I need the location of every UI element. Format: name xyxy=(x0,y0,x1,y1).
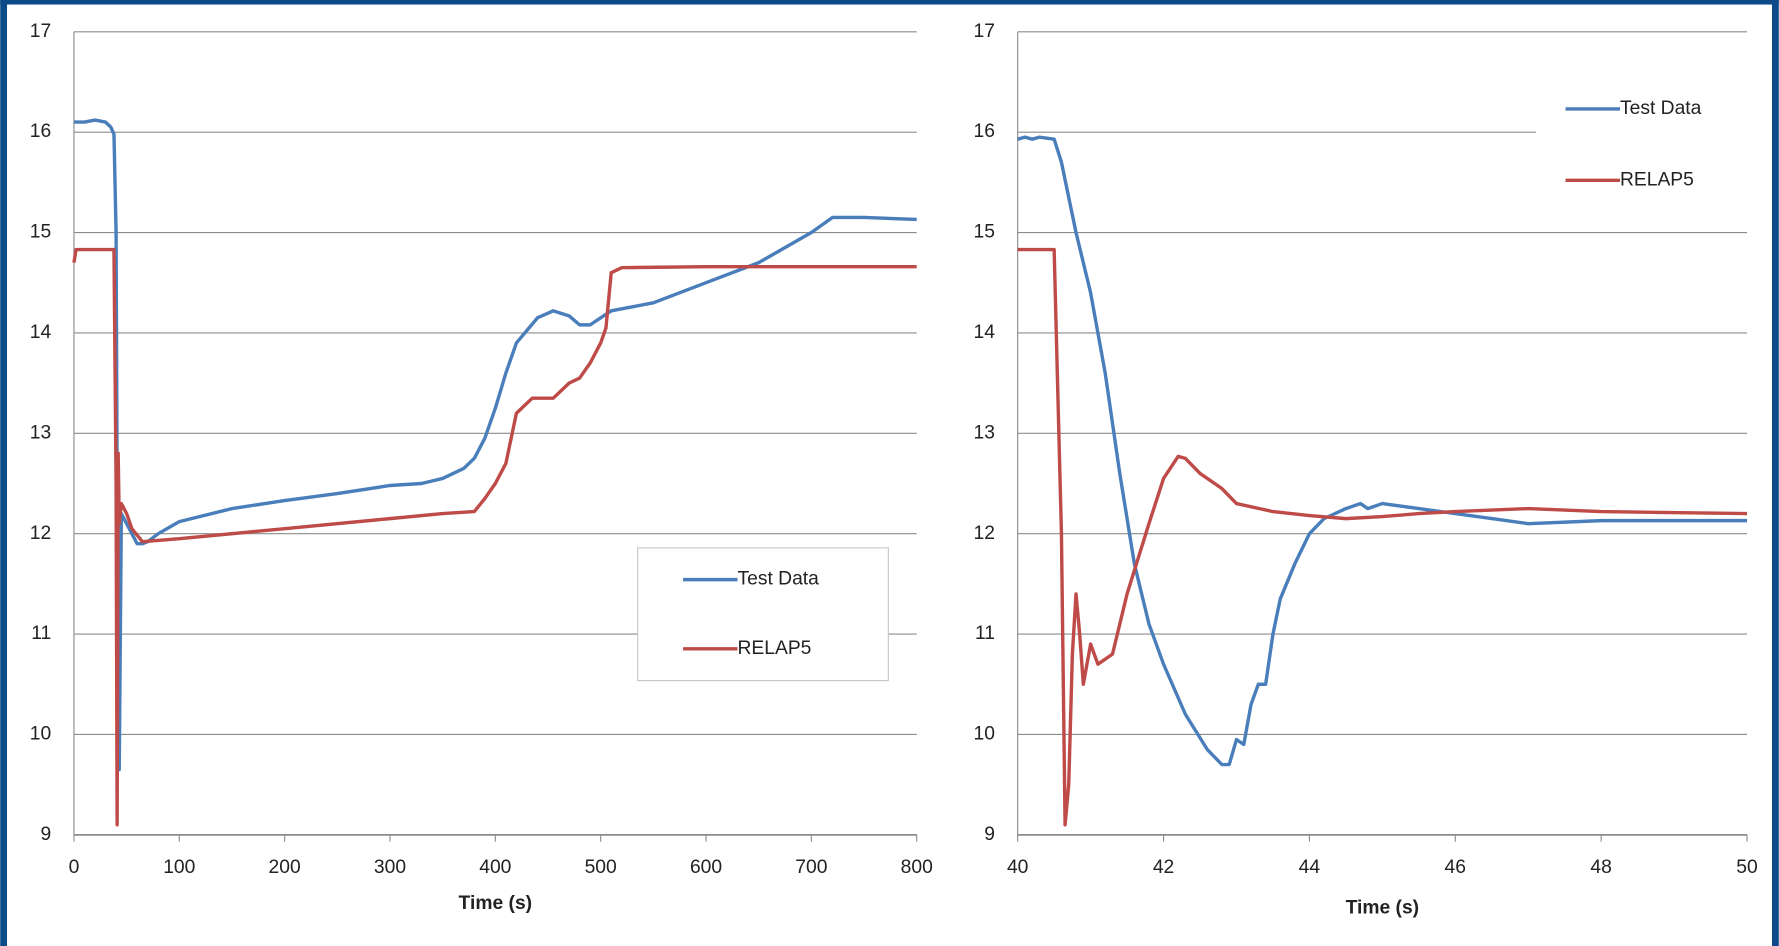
y-tick-label: 13 xyxy=(30,422,51,443)
legend-label: RELAP5 xyxy=(738,638,812,659)
y-tick-label: 16 xyxy=(974,121,995,142)
y-tick-label: 16 xyxy=(30,121,51,142)
frame-left xyxy=(0,0,8,946)
y-tick-label: 15 xyxy=(974,222,995,243)
frame-right xyxy=(1771,0,1779,946)
y-tick-label: 17 xyxy=(30,21,51,42)
y-tick-label: 9 xyxy=(41,824,52,845)
y-tick-label: 11 xyxy=(975,623,995,644)
y-tick-label: 13 xyxy=(974,422,995,443)
y-tick-label: 9 xyxy=(984,824,995,845)
x-tick-label: 400 xyxy=(479,857,511,878)
x-tick-label: 0 xyxy=(69,857,80,878)
x-axis-title: Time (s) xyxy=(459,893,533,914)
frame-top xyxy=(0,0,1779,5)
data-line xyxy=(72,247,917,827)
x-tick-label: 300 xyxy=(374,857,406,878)
data-line xyxy=(1017,247,1748,827)
x-tick-label: 42 xyxy=(1153,857,1174,878)
x-tick-label: 46 xyxy=(1445,857,1466,878)
x-tick-label: 48 xyxy=(1590,857,1611,878)
y-tick-label: 12 xyxy=(30,523,51,544)
legend-background xyxy=(1536,77,1748,214)
y-tick-label: 14 xyxy=(974,322,996,343)
x-tick-label: 40 xyxy=(1007,857,1028,878)
x-tick-label: 700 xyxy=(795,857,827,878)
x-axis-title: Time (s) xyxy=(1346,898,1420,919)
y-tick-label: 10 xyxy=(30,724,51,745)
legend-label: Test Data xyxy=(738,569,820,590)
y-tick-label: 10 xyxy=(974,724,995,745)
legend-label: Test Data xyxy=(1620,98,1702,119)
x-tick-label: 600 xyxy=(690,857,722,878)
y-tick-label: 11 xyxy=(31,623,51,644)
y-tick-label: 14 xyxy=(30,322,52,343)
x-tick-label: 800 xyxy=(901,857,933,878)
legend-label: RELAP5 xyxy=(1620,169,1694,190)
data-line xyxy=(1017,135,1748,767)
x-tick-label: 44 xyxy=(1299,857,1321,878)
x-tick-label: 500 xyxy=(585,857,617,878)
x-tick-label: 50 xyxy=(1736,857,1757,878)
legend-box xyxy=(637,547,889,682)
y-tick-label: 17 xyxy=(974,21,995,42)
y-tick-label: 12 xyxy=(974,523,995,544)
x-tick-label: 200 xyxy=(269,857,301,878)
y-tick-label: 15 xyxy=(30,222,51,243)
x-tick-label: 100 xyxy=(163,857,195,878)
